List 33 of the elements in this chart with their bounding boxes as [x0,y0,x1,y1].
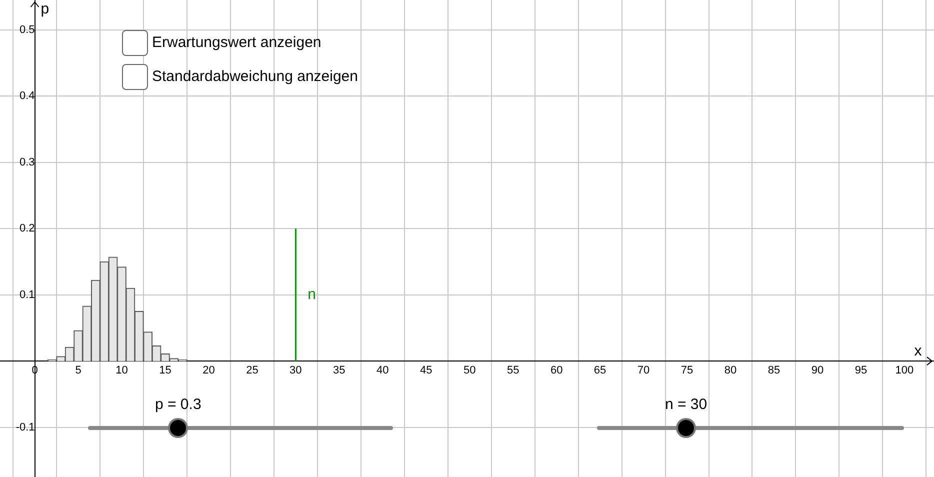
y-tick-label: 0.3 [19,156,35,168]
x-tick-label: 50 [463,364,476,377]
x-tick-label: 70 [637,364,650,377]
x-tick-label: 35 [333,364,346,377]
y-tick-label: 0.1 [19,288,35,301]
annotation: n = 30 [665,396,708,413]
annotation: Erwartungswert anzeigen [152,34,322,51]
x-tick-label: 30 [290,364,302,377]
x-tick-label: 15 [159,364,172,377]
x-tick-label: 40 [376,364,389,377]
x-tick-label: 10 [116,364,128,377]
y-axis-title: p [40,0,50,18]
x-tick-label: 55 [506,364,520,377]
series-label: n [308,286,316,303]
x-tick-label: 60 [550,364,563,377]
x-tick-label: 5 [75,364,82,377]
x-tick-label: 65 [594,364,606,377]
x-axis-title: x [914,342,922,360]
y-tick-label: 0.2 [19,222,35,235]
annotation: Standardabweichung anzeigen [152,68,358,85]
x-tick-label: 45 [420,364,432,377]
y-tick-label: -0.1 [16,421,35,434]
x-tick-label: 100 [895,364,914,377]
y-tick-label: 0.5 [19,24,35,36]
x-tick-label: 80 [724,364,737,377]
annotation: p = 0.3 [155,396,202,413]
y-tick-label: 0.4 [19,90,35,102]
x-tick-label: 20 [202,364,215,377]
x-tick-label: 85 [768,364,780,377]
x-tick-label: 95 [854,364,868,377]
x-tick-label: 25 [246,364,258,377]
x-tick-label: 75 [680,364,694,377]
x-tick-label: 90 [811,364,824,377]
